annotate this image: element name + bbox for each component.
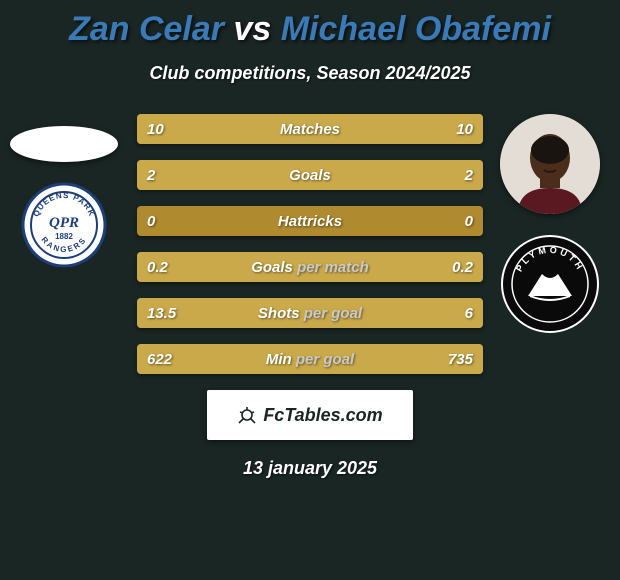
- stat-label: Goals: [137, 160, 483, 190]
- stat-label: Goals per match: [137, 252, 483, 282]
- left-column: QUEENS PARK RANGERS QPR 1882: [10, 114, 118, 268]
- stat-label: Shots per goal: [137, 298, 483, 328]
- qpr-year: 1882: [55, 232, 73, 241]
- player2-club-badge: PLYMOUTH: [500, 234, 600, 334]
- stat-row: 13.5Shots per goal6: [137, 298, 483, 328]
- vs-separator: vs: [224, 10, 281, 48]
- brand-icon: [237, 405, 257, 425]
- stat-value-right: 6: [465, 298, 473, 328]
- player1-photo: [10, 126, 118, 162]
- right-column: PLYMOUTH: [500, 114, 600, 334]
- stat-value-right: 735: [448, 344, 473, 374]
- stat-value-right: 2: [465, 160, 473, 190]
- player2-name: Michael Obafemi: [281, 10, 551, 48]
- stat-label: Min per goal: [137, 344, 483, 374]
- player2-photo: [500, 114, 600, 214]
- stat-row: 622Min per goal735: [137, 344, 483, 374]
- player1-name: Zan Celar: [69, 10, 224, 48]
- stat-value-right: 0.2: [452, 252, 473, 282]
- stat-row: 0.2Goals per match0.2: [137, 252, 483, 282]
- brand-badge: FcTables.com: [207, 390, 413, 440]
- stat-value-right: 0: [465, 206, 473, 236]
- page-title: Zan Celar vs Michael Obafemi: [0, 0, 620, 49]
- stat-row: 10Matches10: [137, 114, 483, 144]
- subtitle: Club competitions, Season 2024/2025: [0, 63, 620, 84]
- player1-club-badge: QUEENS PARK RANGERS QPR 1882: [21, 182, 107, 268]
- qpr-text: QPR: [49, 215, 79, 231]
- stats-table: 10Matches10 2Goals2 0Hattricks0 0.2Goals pe…: [137, 114, 483, 374]
- footer-date: 13 january 2025: [0, 458, 620, 479]
- stat-row: 0Hattricks0: [137, 206, 483, 236]
- stat-value-right: 10: [456, 114, 473, 144]
- brand-text: FcTables.com: [263, 405, 382, 426]
- stat-label: Matches: [137, 114, 483, 144]
- comparison-area: QUEENS PARK RANGERS QPR 1882: [0, 114, 620, 479]
- stat-row: 2Goals2: [137, 160, 483, 190]
- stat-label: Hattricks: [137, 206, 483, 236]
